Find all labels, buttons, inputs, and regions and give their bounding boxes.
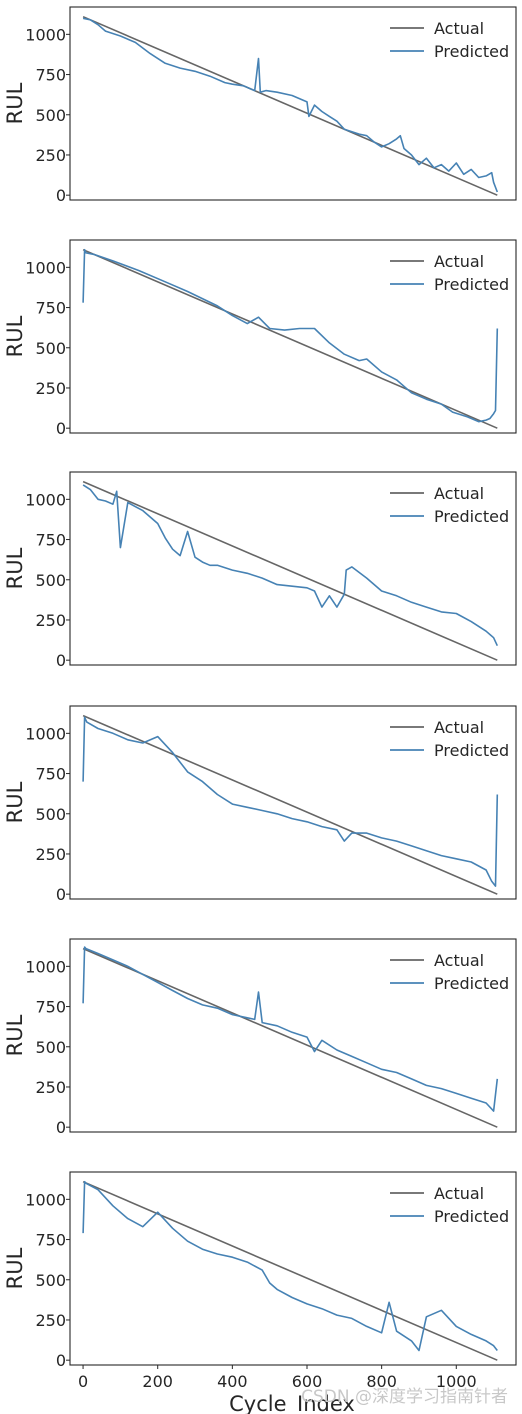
legend: Actual Predicted: [390, 718, 509, 760]
series-line-predicted: [82, 946, 499, 1112]
x-tick-label: 600: [292, 1372, 323, 1391]
y-tick-label: 250: [35, 146, 66, 165]
y-tick-label: 500: [35, 571, 66, 590]
watermark: CSDN @深度学习指南针者: [301, 1387, 508, 1407]
series-line-predicted: [82, 1180, 498, 1352]
y-tick-label: 250: [35, 379, 66, 398]
subplot-1: 0 250 500 750 1000 RUL Actual Predicted: [3, 6, 517, 205]
y-axis-label: RUL: [3, 781, 27, 823]
y-axis-label: RUL: [3, 547, 27, 589]
y-tick-label: 500: [35, 339, 66, 358]
series-line-actual: [82, 714, 498, 895]
y-tick-label: 500: [35, 1038, 66, 1057]
legend: Actual Predicted: [390, 252, 509, 294]
legend: Actual Predicted: [390, 484, 509, 526]
legend-label: Predicted: [434, 1207, 509, 1226]
subplot-2: 0 250 500 750 1000 RUL Actual Predicted: [3, 239, 517, 438]
legend: Actual Predicted: [390, 19, 509, 61]
y-tick-label: 1000: [25, 957, 66, 976]
y-tick-label: 750: [35, 1231, 66, 1250]
series-line-predicted: [82, 17, 499, 193]
series-line-actual: [82, 15, 498, 196]
axes-frame: [69, 471, 517, 666]
axes-frame: [69, 239, 517, 434]
y-tick-label: 0: [56, 186, 66, 205]
y-tick-label: 250: [35, 611, 66, 630]
y-tick-label: 500: [35, 805, 66, 824]
y-tick-label: 0: [56, 1351, 66, 1370]
y-tick-label: 250: [35, 1078, 66, 1097]
plot-area: [70, 1172, 516, 1365]
y-tick-label: 0: [56, 651, 66, 670]
subplot-3: 0 250 500 750 1000 RUL Actual Predicted: [3, 471, 517, 670]
legend: Actual Predicted: [390, 1184, 509, 1226]
legend-label: Predicted: [434, 42, 509, 61]
y-axis-label: RUL: [3, 82, 27, 124]
legend-label: Actual: [434, 1184, 484, 1203]
legend-label: Actual: [434, 718, 484, 737]
legend-label: Actual: [434, 951, 484, 970]
axes-frame: [69, 705, 517, 900]
legend-label: Predicted: [434, 275, 509, 294]
plot-area: [70, 7, 516, 200]
legend-label: Actual: [434, 19, 484, 38]
y-tick-label: 0: [56, 1118, 66, 1137]
plot-area: [70, 939, 516, 1132]
y-axis-label: RUL: [3, 1014, 27, 1056]
legend-label: Actual: [434, 484, 484, 503]
plot-area: [70, 472, 516, 665]
y-tick-label: 750: [35, 299, 66, 318]
y-tick-label: 1000: [25, 25, 66, 44]
y-tick-label: 750: [35, 66, 66, 85]
series-line-actual: [82, 1180, 498, 1361]
series-line-actual: [82, 480, 498, 661]
y-tick-label: 1000: [25, 490, 66, 509]
y-tick-label: 500: [35, 1271, 66, 1290]
y-tick-label: 750: [35, 998, 66, 1017]
y-tick-label: 0: [56, 885, 66, 904]
y-tick-label: 0: [56, 419, 66, 438]
legend: Actual Predicted: [390, 951, 509, 993]
y-tick-label: 250: [35, 845, 66, 864]
y-tick-label: 500: [35, 106, 66, 125]
series-line-actual: [82, 248, 498, 429]
x-tick-label: 400: [217, 1372, 248, 1391]
y-tick-label: 1000: [25, 258, 66, 277]
legend-label: Predicted: [434, 507, 509, 526]
axes-frame: [69, 938, 517, 1133]
plot-area: [70, 706, 516, 899]
axes-frame: [69, 6, 517, 201]
y-tick-label: 1000: [25, 1190, 66, 1209]
y-tick-label: 1000: [25, 724, 66, 743]
y-tick-label: 750: [35, 765, 66, 784]
x-tick-label: 200: [142, 1372, 173, 1391]
x-tick-label: 0: [78, 1372, 88, 1391]
subplot-6: 0 250 500 750 1000 RUL Actual Predicted 0 200 400 6…: [3, 1171, 517, 1414]
series-line-predicted: [82, 248, 499, 423]
x-tick-label: 800: [366, 1372, 397, 1391]
legend-label: Predicted: [434, 974, 509, 993]
subplot-4: 0 250 500 750 1000 RUL Actual Predicted: [3, 705, 517, 904]
y-tick-label: 250: [35, 1311, 66, 1330]
y-axis-label: RUL: [3, 1247, 27, 1289]
legend-label: Predicted: [434, 741, 509, 760]
series-line-actual: [82, 947, 498, 1128]
x-tick-label: 1000: [436, 1372, 477, 1391]
subplot-5: 0 250 500 750 1000 RUL Actual Predicted: [3, 938, 517, 1137]
legend-label: Actual: [434, 252, 484, 271]
y-tick-label: 750: [35, 531, 66, 550]
axes-frame: [69, 1171, 517, 1366]
series-line-predicted: [82, 716, 499, 887]
series-line-predicted: [82, 484, 499, 647]
x-axis-label: Cycle_Index: [229, 1392, 355, 1414]
y-axis-label: RUL: [3, 315, 27, 357]
